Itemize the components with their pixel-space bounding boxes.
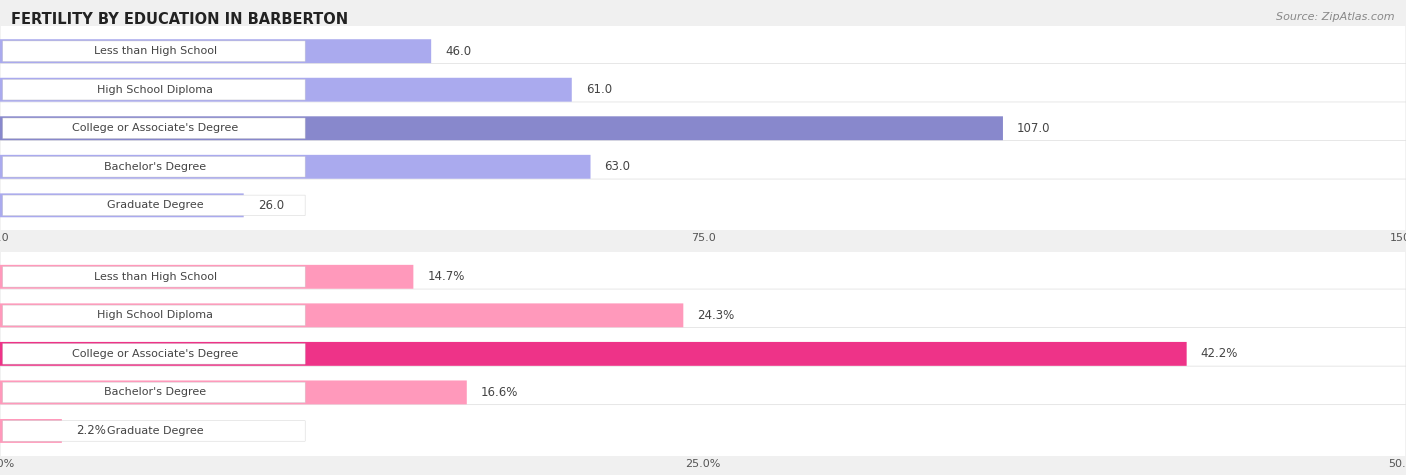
- Text: Source: ZipAtlas.com: Source: ZipAtlas.com: [1277, 12, 1395, 22]
- FancyBboxPatch shape: [3, 382, 305, 403]
- FancyBboxPatch shape: [0, 250, 1406, 303]
- FancyBboxPatch shape: [3, 266, 305, 287]
- FancyBboxPatch shape: [3, 421, 305, 441]
- FancyBboxPatch shape: [3, 305, 305, 325]
- FancyBboxPatch shape: [0, 78, 572, 102]
- FancyBboxPatch shape: [3, 118, 305, 139]
- FancyBboxPatch shape: [0, 304, 683, 327]
- Text: 14.7%: 14.7%: [427, 270, 465, 283]
- Text: FERTILITY BY EDUCATION IN BARBERTON: FERTILITY BY EDUCATION IN BARBERTON: [11, 12, 349, 27]
- FancyBboxPatch shape: [3, 157, 305, 177]
- Text: Bachelor's Degree: Bachelor's Degree: [104, 388, 207, 398]
- Text: College or Associate's Degree: College or Associate's Degree: [72, 123, 239, 133]
- Text: 24.3%: 24.3%: [697, 309, 734, 322]
- Text: 42.2%: 42.2%: [1201, 347, 1239, 361]
- Text: Graduate Degree: Graduate Degree: [107, 426, 204, 436]
- FancyBboxPatch shape: [3, 195, 305, 216]
- Text: 26.0: 26.0: [257, 199, 284, 212]
- FancyBboxPatch shape: [0, 193, 243, 217]
- FancyBboxPatch shape: [0, 141, 1406, 193]
- FancyBboxPatch shape: [0, 366, 1406, 418]
- FancyBboxPatch shape: [3, 343, 305, 364]
- FancyBboxPatch shape: [0, 39, 432, 63]
- Text: High School Diploma: High School Diploma: [97, 310, 214, 320]
- FancyBboxPatch shape: [0, 25, 1406, 77]
- Text: High School Diploma: High School Diploma: [97, 85, 214, 95]
- FancyBboxPatch shape: [0, 64, 1406, 116]
- FancyBboxPatch shape: [0, 265, 413, 289]
- FancyBboxPatch shape: [0, 419, 62, 443]
- FancyBboxPatch shape: [0, 102, 1406, 154]
- FancyBboxPatch shape: [0, 405, 1406, 457]
- FancyBboxPatch shape: [3, 79, 305, 100]
- Text: Bachelor's Degree: Bachelor's Degree: [104, 162, 207, 172]
- FancyBboxPatch shape: [0, 289, 1406, 342]
- FancyBboxPatch shape: [0, 380, 467, 404]
- FancyBboxPatch shape: [0, 342, 1187, 366]
- FancyBboxPatch shape: [3, 41, 305, 61]
- Text: 61.0: 61.0: [586, 83, 612, 96]
- Text: 46.0: 46.0: [446, 45, 471, 57]
- Text: College or Associate's Degree: College or Associate's Degree: [72, 349, 239, 359]
- FancyBboxPatch shape: [0, 155, 591, 179]
- Text: Less than High School: Less than High School: [94, 272, 217, 282]
- FancyBboxPatch shape: [0, 116, 1002, 140]
- FancyBboxPatch shape: [0, 328, 1406, 380]
- Text: 63.0: 63.0: [605, 160, 630, 173]
- Text: 16.6%: 16.6%: [481, 386, 519, 399]
- FancyBboxPatch shape: [0, 179, 1406, 232]
- Text: 2.2%: 2.2%: [76, 425, 105, 437]
- Text: Graduate Degree: Graduate Degree: [107, 200, 204, 210]
- Text: 107.0: 107.0: [1017, 122, 1050, 135]
- Text: Less than High School: Less than High School: [94, 46, 217, 56]
